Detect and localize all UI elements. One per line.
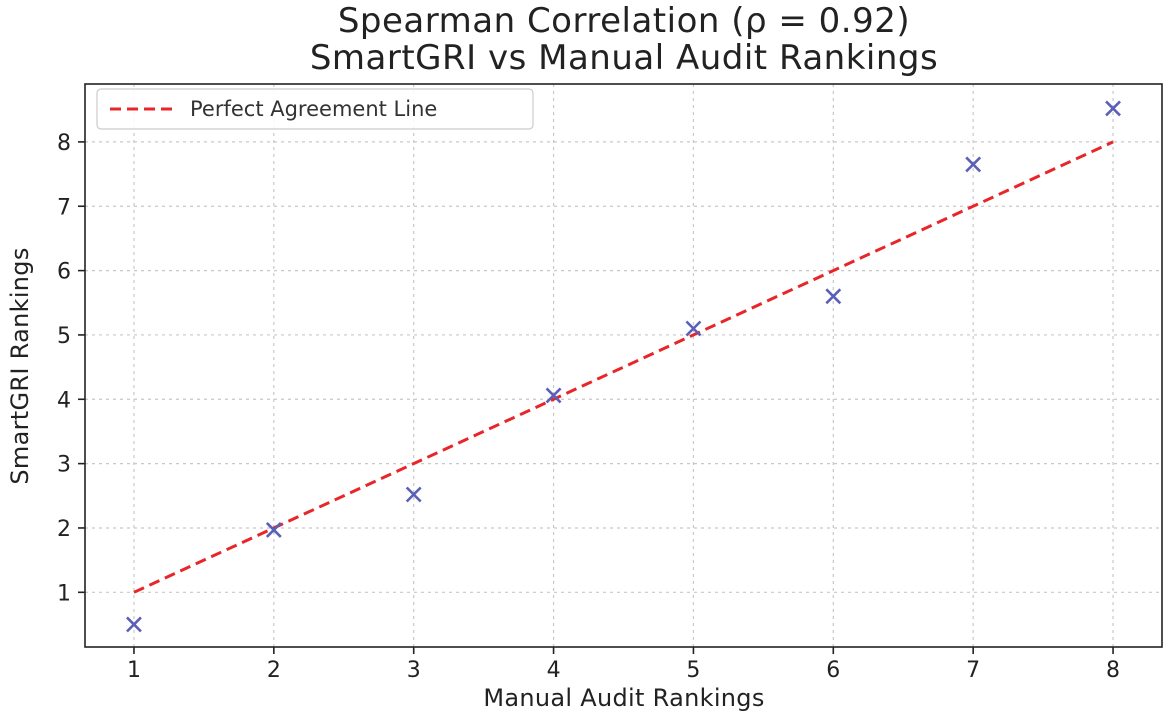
plot-frame bbox=[84, 83, 1163, 648]
data-point bbox=[965, 156, 982, 173]
point-stroke bbox=[545, 387, 562, 404]
x-tick-label: 8 bbox=[1106, 658, 1120, 683]
y-tick-label: 5 bbox=[57, 324, 71, 349]
x-tick-label: 1 bbox=[127, 658, 141, 683]
y-tick-label: 6 bbox=[57, 260, 71, 285]
data-point bbox=[265, 521, 282, 538]
data-point bbox=[1105, 100, 1121, 117]
point-stroke bbox=[825, 288, 842, 305]
data-point bbox=[405, 486, 422, 503]
point-stroke bbox=[1105, 100, 1121, 117]
x-tick-label: 3 bbox=[407, 658, 421, 683]
point-stroke bbox=[965, 156, 982, 173]
legend: Perfect Agreement Line bbox=[96, 88, 534, 130]
y-tick-label: 3 bbox=[57, 453, 71, 478]
x-tick-label: 4 bbox=[547, 658, 561, 683]
point-stroke bbox=[265, 521, 282, 538]
data-point bbox=[126, 616, 142, 633]
data-point bbox=[685, 320, 702, 337]
reference-line-layer bbox=[133, 140, 1114, 594]
chart-title-line-2: SmartGRI vs Manual Audit Rankings bbox=[310, 38, 938, 78]
legend-box bbox=[96, 88, 534, 130]
x-tick-label: 2 bbox=[267, 658, 281, 683]
y-axis-label: SmartGRI Rankings bbox=[6, 247, 34, 484]
data-points bbox=[126, 100, 1121, 633]
point-stroke bbox=[405, 486, 422, 503]
perfect-agreement-line bbox=[133, 140, 1114, 594]
x-tick-label: 7 bbox=[966, 658, 980, 683]
y-tick-label: 2 bbox=[57, 517, 71, 542]
y-tick-label: 7 bbox=[57, 195, 71, 220]
data-point bbox=[825, 288, 842, 305]
y-tick-label: 4 bbox=[57, 388, 71, 413]
point-stroke bbox=[126, 616, 142, 633]
axis-ticks: 1 2 3 4 5 6 7 8 1 2 3 4 5 6 7 8 bbox=[57, 131, 1120, 683]
legend-entry-perfect-agreement: Perfect Agreement Line bbox=[190, 97, 437, 121]
y-tick-label: 1 bbox=[57, 581, 71, 606]
grid-lines bbox=[85, 84, 1162, 647]
point-stroke bbox=[685, 320, 702, 337]
chart-title-line-1: Spearman Correlation (ρ = 0.92) bbox=[338, 1, 910, 41]
x-tick-label: 6 bbox=[826, 658, 840, 683]
data-point bbox=[545, 387, 562, 404]
x-tick-label: 5 bbox=[686, 658, 700, 683]
y-tick-label: 8 bbox=[57, 131, 71, 156]
x-axis-label: Manual Audit Rankings bbox=[483, 684, 764, 712]
